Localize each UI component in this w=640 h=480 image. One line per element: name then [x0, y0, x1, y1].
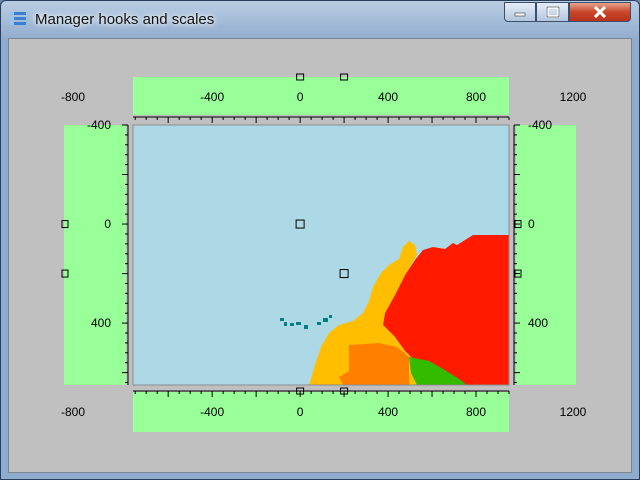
bottom-tick-label: 0	[297, 405, 304, 419]
plot-border	[132, 124, 510, 386]
hook-marker[interactable]	[339, 269, 349, 279]
left-tick-label: -400	[87, 118, 111, 132]
region-amber	[309, 241, 467, 385]
right-scale-marker[interactable]	[514, 269, 522, 278]
bottom-scale-marker[interactable]	[296, 387, 305, 395]
top-tick-label: 0	[297, 90, 304, 104]
top-tick-label: -400	[200, 90, 224, 104]
right-tick-label: -400	[528, 118, 552, 132]
top-tick-label: 800	[466, 90, 486, 104]
islands	[280, 315, 332, 329]
bottom-scale-marker[interactable]	[340, 387, 349, 395]
left-tick-label: 0	[104, 217, 111, 231]
outer-top-label: -800	[61, 90, 85, 104]
region-orange	[339, 343, 409, 385]
outer-bottom-label: -800	[61, 405, 85, 419]
top-scale-marker[interactable]	[296, 73, 305, 81]
client-area: -400 0 400 800 -400 0 400 800 -800 1200 -800 1200 -4…	[8, 38, 632, 473]
top-scale-band	[133, 77, 509, 115]
app-list-icon	[10, 12, 26, 25]
bottom-tick-label: 400	[378, 405, 398, 419]
outer-top-label: 1200	[560, 90, 587, 104]
left-scale-marker[interactable]	[61, 269, 69, 278]
title-bar[interactable]: Manager hooks and scales	[1, 1, 639, 37]
bottom-tick-label: 800	[466, 405, 486, 419]
minimize-icon	[514, 12, 526, 17]
scale-labels: -400 0 400 800 -400 0 400 800 -800 1200 -800 1200 -4…	[61, 90, 587, 419]
right-scale-band	[516, 125, 576, 385]
region-red	[383, 235, 509, 385]
left-scale-marker[interactable]	[61, 220, 69, 229]
window-title: Manager hooks and scales	[35, 11, 215, 28]
left-tick-label: 400	[91, 316, 111, 330]
bottom-scale-band	[133, 392, 509, 432]
maximize-button[interactable]	[536, 2, 569, 22]
right-tick-label: 0	[528, 217, 535, 231]
minimize-button[interactable]	[504, 2, 536, 22]
top-tick-label: 400	[378, 90, 398, 104]
top-scale-marker[interactable]	[340, 73, 349, 81]
region-green	[409, 357, 467, 385]
scale-ticks	[122, 117, 520, 397]
close-icon	[593, 6, 607, 18]
maximize-icon	[545, 6, 560, 18]
right-tick-label: 400	[528, 316, 548, 330]
outer-bottom-label: 1200	[560, 405, 587, 419]
hook-marker[interactable]	[295, 219, 305, 229]
right-scale-marker[interactable]	[514, 220, 522, 229]
close-button[interactable]	[569, 2, 631, 22]
hook-markers[interactable]	[61, 73, 522, 395]
map-chart: -400 0 400 800 -400 0 400 800 -800 1200 -800 1200 -4…	[61, 73, 587, 432]
map-plot[interactable]	[133, 125, 509, 385]
bottom-tick-label: -400	[200, 405, 224, 419]
left-scale-band	[64, 125, 126, 385]
